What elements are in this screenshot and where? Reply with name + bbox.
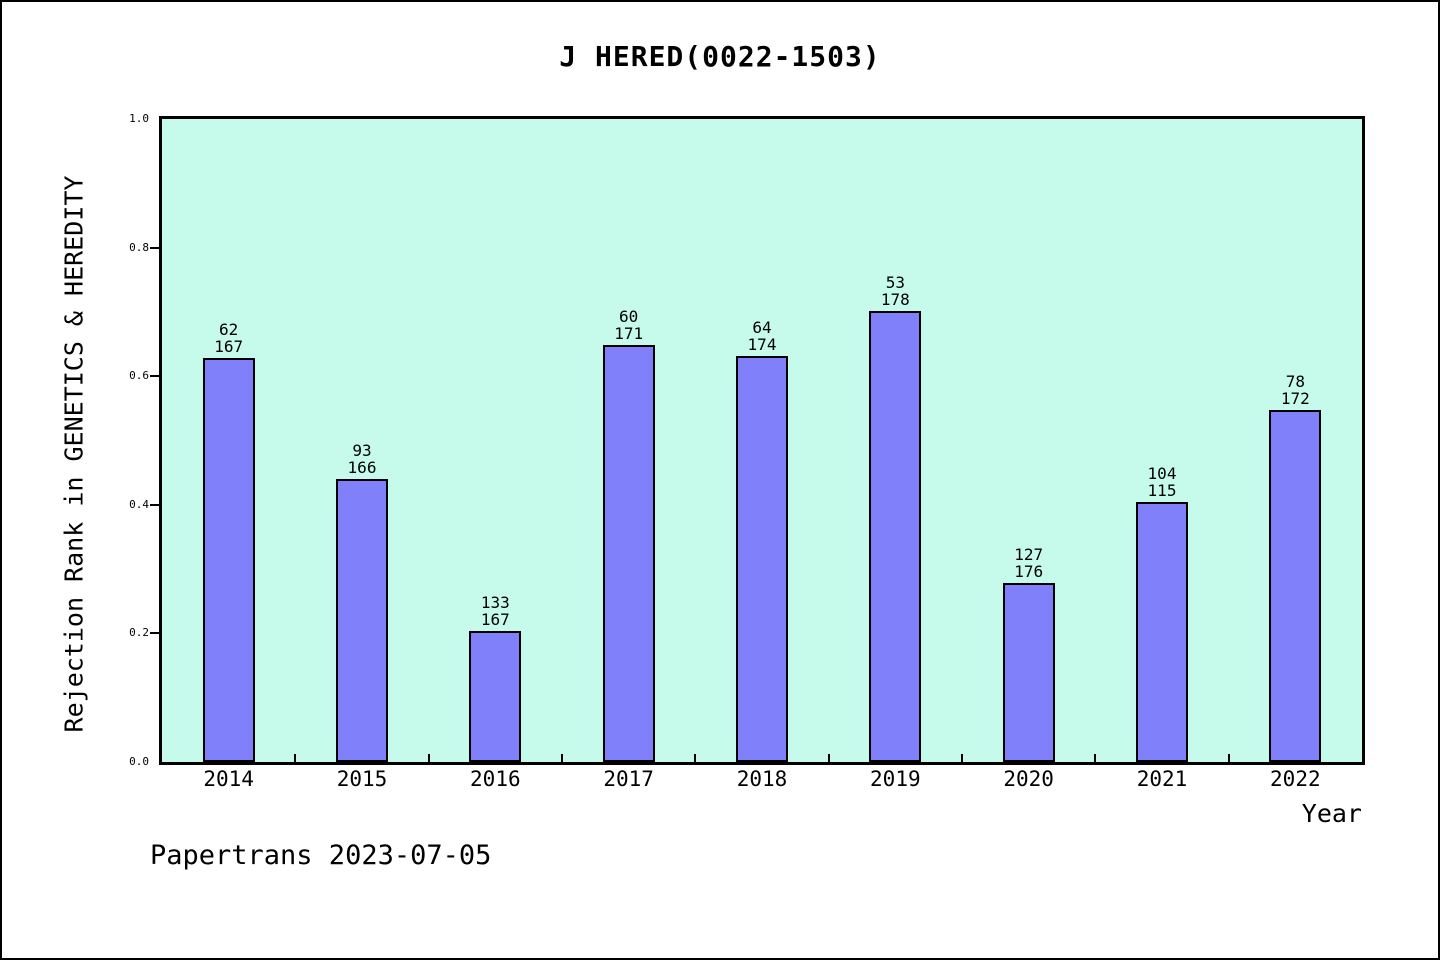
bar [1002,583,1055,762]
bar-value-numerator: 62 [219,320,239,339]
y-tick-label: 1.0 [129,112,149,125]
x-tick [561,754,563,762]
x-tick-label: 2019 [870,767,921,791]
bar-value-denominator: 171 [614,324,644,343]
y-tick [150,632,159,635]
y-tick [150,375,159,378]
bar-value-label: 53 178 [835,274,955,308]
x-tick [427,754,430,762]
x-tick [961,754,963,762]
bar-value-label: 62 167 [169,321,289,355]
x-axis-title: Year [1301,799,1362,828]
bar-value-numerator: 133 [480,593,510,612]
bar-value-numerator: 64 [752,318,772,337]
bar-value-numerator: 60 [619,307,639,326]
bar-value-label: 133 167 [435,594,555,628]
bar-value-numerator: 53 [885,273,905,292]
plot-area: 1.0 0.8 0.6 0.4 0.2 0.0 62 167 93 166 133 167 60 171 6… [129,112,1365,768]
bar [1269,410,1322,762]
x-tick-label: 2014 [203,767,254,791]
bar-value-label: 78 172 [1235,373,1355,407]
bar-value-denominator: 174 [747,335,777,354]
y-tick [150,246,159,249]
x-tick-label: 2021 [1136,767,1188,791]
x-tick-label: 2017 [603,767,654,791]
bar-value-denominator: 176 [1014,562,1044,581]
bar [336,479,388,762]
bar-value-denominator: 167 [214,337,244,356]
y-tick-label: 0.0 [129,755,149,768]
bar-value-label: 64 174 [702,319,822,353]
bar-value-label: 104 115 [1102,465,1222,499]
bar-value-label: 127 176 [969,546,1089,580]
y-tick-label: 0.4 [129,497,149,511]
bar-value-denominator: 167 [480,610,510,629]
bar [1136,502,1188,762]
bar-value-numerator: 93 [352,441,372,460]
y-tick-label: 0.2 [129,626,149,640]
bar [469,631,522,762]
y-tick-label: 0.6 [129,369,149,383]
bar-value-label: 93 166 [302,442,422,476]
bar [736,356,788,762]
watermark-text: Papertrans 2023-07-05 [150,840,492,871]
x-tick-label: 2018 [736,767,788,791]
bar-value-numerator: 127 [1014,545,1044,564]
x-tick [694,754,697,762]
x-tick-label: 2020 [1003,767,1054,791]
bar-value-label: 60 171 [569,308,689,342]
bar-value-denominator: 172 [1280,389,1310,408]
bar [869,311,922,762]
x-tick [1227,754,1230,762]
x-tick [294,754,297,762]
bar-value-numerator: 78 [1285,372,1305,391]
bar [202,358,255,762]
y-tick-label: 0.8 [129,240,149,254]
bar [602,345,655,762]
x-tick [1094,754,1097,762]
x-tick-label: 2016 [470,767,521,791]
y-axis-title: Rejection Rank in GENETICS & HEREDITY [59,175,89,733]
bar-value-denominator: 166 [347,458,377,477]
bar-value-denominator: 115 [1147,481,1177,500]
y-tick [150,503,159,506]
bar-value-numerator: 104 [1147,464,1177,483]
chart-title: J HERED(0022-1503) [559,40,881,73]
x-tick-label: 2022 [1270,767,1321,791]
x-tick [827,754,830,762]
bar-value-denominator: 178 [880,290,910,309]
x-tick-label: 2015 [336,767,388,791]
